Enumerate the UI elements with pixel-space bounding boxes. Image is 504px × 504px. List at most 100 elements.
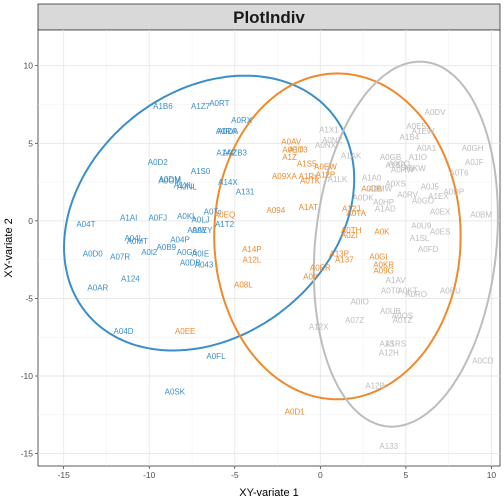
point-label: A0GO bbox=[412, 197, 434, 206]
point-label: A14P bbox=[242, 245, 262, 254]
point-label: A07R bbox=[110, 253, 130, 262]
point-label: A133 bbox=[379, 442, 398, 451]
point-label: A1EX bbox=[428, 192, 449, 201]
point-label: A0EU bbox=[440, 287, 461, 296]
point-label: A0SK bbox=[165, 388, 186, 397]
y-axis-title: XY-variate 2 bbox=[3, 218, 15, 278]
point-label: A0AY bbox=[187, 226, 208, 235]
point-label: A0JF bbox=[465, 158, 484, 167]
point-label: A0KT bbox=[398, 287, 418, 296]
point-label: A0U9 bbox=[411, 222, 432, 231]
point-label: A0ES bbox=[430, 228, 450, 237]
point-label: A0IO bbox=[351, 298, 369, 307]
point-label: A0DK bbox=[353, 194, 375, 203]
point-label: A1SB bbox=[385, 161, 405, 170]
x-tick-label: 0 bbox=[318, 470, 323, 480]
y-tick-label: 10 bbox=[24, 61, 34, 71]
x-tick-label: -15 bbox=[58, 470, 71, 480]
point-label: A0Tc bbox=[204, 208, 222, 217]
point-label: A0TZ bbox=[393, 316, 413, 325]
point-label: A0Il bbox=[303, 273, 317, 282]
point-label: A094 bbox=[267, 206, 286, 215]
point-label: A0RA bbox=[216, 127, 238, 136]
point-label: A0TA bbox=[347, 209, 367, 218]
point-label: A04T bbox=[76, 220, 95, 229]
point-label: A1RS bbox=[385, 339, 406, 348]
point-label: A04L bbox=[124, 234, 143, 243]
point-label: A0l2 bbox=[141, 248, 158, 257]
point-label: A0D1 bbox=[285, 408, 306, 417]
x-tick-label: 5 bbox=[404, 470, 409, 480]
point-label: A0TK bbox=[300, 177, 321, 186]
point-label: A0T0 bbox=[381, 287, 401, 296]
point-label: A0NX bbox=[315, 141, 337, 150]
point-label: A1X1 bbox=[319, 125, 339, 134]
point-label: A0D2 bbox=[148, 158, 169, 167]
point-label: A0T6 bbox=[449, 169, 469, 178]
point-label: A0KL bbox=[177, 212, 197, 221]
point-label: A08L bbox=[234, 280, 253, 289]
x-axis-title: XY-variate 1 bbox=[239, 487, 299, 499]
point-label: A0EY bbox=[192, 226, 213, 235]
point-label: A0EO bbox=[282, 145, 303, 154]
point-label: A0HW bbox=[391, 166, 415, 175]
point-label: A1S0 bbox=[191, 167, 211, 176]
point-label: A12X bbox=[309, 322, 329, 331]
point-label: A0EW bbox=[314, 163, 337, 172]
point-label: A131 bbox=[236, 187, 255, 196]
confidence-ellipses bbox=[62, 60, 499, 428]
y-tick-label: -15 bbox=[21, 449, 34, 459]
point-label: A1Z7 bbox=[191, 102, 211, 111]
point-label: A1AK bbox=[341, 152, 362, 161]
y-tick-label: -10 bbox=[21, 371, 34, 381]
point-label: A0GH bbox=[462, 144, 484, 153]
chart-title: PlotIndiv bbox=[233, 8, 305, 27]
point-label: A1AD bbox=[375, 204, 396, 213]
point-label: A0KR bbox=[373, 260, 394, 269]
point-label: A0DB bbox=[361, 184, 382, 193]
point-label: A0RO bbox=[405, 290, 427, 299]
point-label: A0D0 bbox=[83, 249, 104, 258]
point-label: A137 bbox=[335, 256, 354, 265]
point-label: A0XS bbox=[385, 180, 405, 189]
grid-minor bbox=[38, 30, 500, 466]
point-label: A0OS bbox=[392, 311, 413, 320]
point-label: A1AI bbox=[120, 214, 137, 223]
point-label: A12P bbox=[316, 170, 336, 179]
point-label: A043 bbox=[195, 260, 214, 269]
point-label: A0BM bbox=[470, 211, 492, 220]
point-label: A0J5 bbox=[421, 183, 440, 192]
point-label: A0DA bbox=[217, 127, 239, 136]
point-label: A1LK bbox=[328, 175, 348, 184]
point-label: A0AR bbox=[87, 284, 108, 293]
point-label: A0MT bbox=[127, 237, 148, 246]
point-label: A0ZI bbox=[341, 231, 358, 240]
point-label: A0DB bbox=[180, 259, 201, 268]
point-label: A0ER bbox=[310, 263, 331, 272]
y-tick-label: 0 bbox=[28, 216, 33, 226]
point-label: A124 bbox=[121, 274, 140, 283]
point-label: A1S bbox=[380, 339, 395, 348]
point-label: A0DV bbox=[425, 108, 447, 117]
point-label: A1XL bbox=[174, 181, 194, 190]
point-label: A1IO bbox=[409, 153, 427, 162]
point-label: A1Rs bbox=[299, 172, 319, 181]
point-label: A1AV bbox=[386, 276, 407, 285]
point-label: A0NZ bbox=[322, 136, 343, 145]
confidence-ellipse-3 bbox=[312, 60, 499, 428]
point-label: A0HP bbox=[373, 198, 394, 207]
point-label: A0FJ bbox=[148, 214, 167, 223]
point-label: A0CQ bbox=[388, 159, 410, 168]
point-label: A0FL bbox=[206, 352, 226, 361]
point-label: A1EW bbox=[412, 127, 435, 136]
point-label: A0LJ bbox=[191, 215, 209, 224]
point-label: A12J bbox=[342, 204, 360, 213]
point-label: A0ZB3 bbox=[223, 149, 248, 158]
point-label: A0EE bbox=[175, 327, 195, 336]
point-label: A1T2 bbox=[215, 220, 235, 229]
point-label: A0FD bbox=[418, 245, 439, 254]
y-tick-label: -5 bbox=[25, 293, 33, 303]
title-strip bbox=[37, 3, 501, 31]
